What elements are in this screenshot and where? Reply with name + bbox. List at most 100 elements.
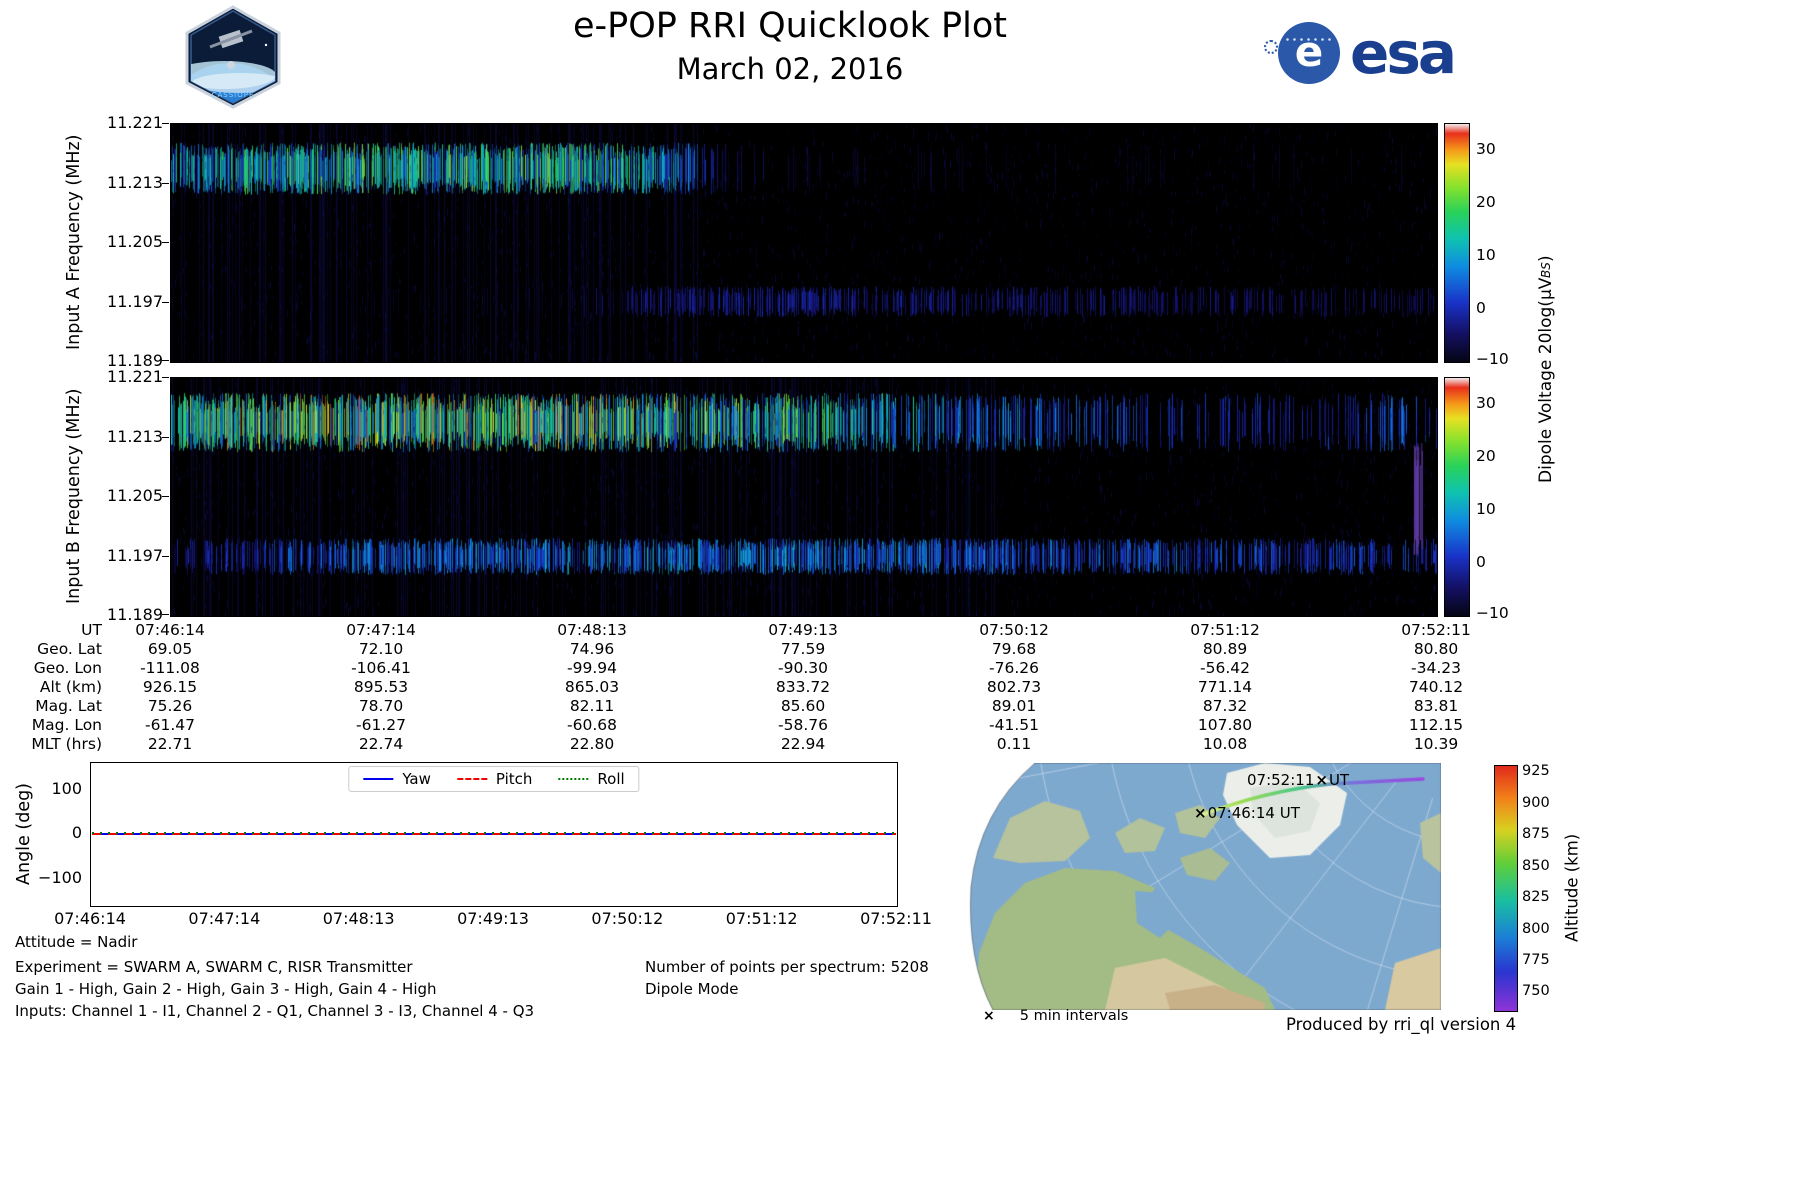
roll-line <box>92 832 896 834</box>
colorbar-tick-label: −10 <box>1476 604 1509 622</box>
ephemeris-value: 895.53 <box>353 678 409 696</box>
esa-emblem-letter: e <box>1294 26 1324 76</box>
colorbar-tick-label: −10 <box>1476 350 1509 368</box>
experiment-annotation: Experiment = SWARM A, SWARM C, RISR Tran… <box>15 958 413 976</box>
angle-xtick-label: 07:51:12 <box>725 909 798 928</box>
ephemeris-row-label: UT <box>81 621 102 639</box>
input-a-spectrogram-canvas <box>170 123 1438 363</box>
input-a-colorbar-ticks: 30 20 10 0 −10 <box>1476 123 1524 368</box>
altitude-tick-label: 900 <box>1522 794 1550 811</box>
altitude-colorbar-label: Altitude (km) <box>1562 833 1582 942</box>
track-start-marker-icon: × <box>1194 804 1207 822</box>
input-b-freq-ticks: 11.221 11.213 11.205 11.197 11.189 <box>95 367 163 624</box>
track-end-label: 07:52:11×UT <box>1247 771 1349 789</box>
ephemeris-value: 80.80 <box>1413 640 1459 658</box>
axis-tick-mark <box>162 182 169 184</box>
input-a-colorbar <box>1444 123 1470 363</box>
altitude-tick-label: 925 <box>1522 763 1550 780</box>
ephemeris-row-label: Alt (km) <box>39 678 102 696</box>
axis-tick-mark <box>162 496 169 497</box>
freq-tick-label: 11.189 <box>107 351 163 370</box>
attitude-angle-plot: Yaw Pitch Roll <box>90 762 898 907</box>
axis-tick-mark <box>162 360 169 361</box>
ephemeris-row-label: Mag. Lon <box>31 716 102 734</box>
esa-logo-text: esa <box>1350 19 1457 87</box>
input-b-spectrogram-canvas <box>170 377 1438 617</box>
colorbar-tick-label: 0 <box>1476 553 1486 571</box>
esa-logo: e esa <box>1264 19 1457 87</box>
ephemeris-value: 75.26 <box>147 697 193 715</box>
ephemeris-column: 07:47:14 72.10 -106.41 895.53 78.70 -61.27 22.… <box>296 621 466 754</box>
ephemeris-value: -76.26 <box>989 659 1039 677</box>
ground-track-map: 07:52:11×UT ×07:46:14 UT <box>965 763 1441 1010</box>
ephemeris-value: 865.03 <box>564 678 620 696</box>
angle-xtick-label: 07:49:13 <box>457 909 529 928</box>
ephemeris-value: 10.08 <box>1202 735 1248 753</box>
ephemeris-value: 771.14 <box>1197 678 1253 696</box>
freq-tick-label: 11.213 <box>107 426 163 446</box>
ephemeris-value: -60.68 <box>567 716 617 734</box>
ephemeris-column: 07:46:14 69.05 -111.08 926.15 75.26 -61.47 22.… <box>85 621 255 754</box>
axis-tick-mark <box>162 301 169 303</box>
angle-plot-legend: Yaw Pitch Roll <box>348 766 640 792</box>
track-end-marker-icon: × <box>1315 771 1328 789</box>
cassiope-patch-text: CASSIOPE <box>212 91 255 99</box>
ephemeris-column: 07:50:12 79.68 -76.26 802.73 89.01 -41.51 0.11 <box>929 621 1099 754</box>
inputs-annotation: Inputs: Channel 1 - I1, Channel 2 - Q1, … <box>15 1002 535 1020</box>
page-title: e-POP RRI Quicklook Plot <box>572 6 1007 46</box>
angle-ytick-label: −100 <box>38 868 82 887</box>
altitude-colorbar <box>1494 765 1518 1012</box>
ephemeris-column: 07:52:11 80.80 -34.23 740.12 83.81 112.15 10.3… <box>1351 621 1521 754</box>
freq-tick-label: 11.221 <box>107 367 163 386</box>
dipole-label-prefix: Dipole Voltage 20log(μV <box>1536 277 1556 483</box>
ephemeris-value: 833.72 <box>775 678 831 696</box>
track-end-time: 07:52:11 <box>1247 771 1315 789</box>
legend-item: Roll <box>558 770 625 788</box>
legend-item: Pitch <box>456 770 532 788</box>
produced-by-footer: Produced by rri_ql version 4 <box>1286 1015 1517 1034</box>
freq-tick-label: 11.189 <box>107 605 163 624</box>
legend-label: Yaw <box>402 770 431 788</box>
dipole-voltage-colorbar-label: Dipole Voltage 20log(μV BS) <box>1534 123 1558 615</box>
ephemeris-value: 07:47:14 <box>346 621 416 639</box>
axis-tick-mark <box>162 123 169 124</box>
ephemeris-value: -58.76 <box>778 716 828 734</box>
ephemeris-value: 87.32 <box>1202 697 1248 715</box>
freq-tick-label: 11.205 <box>107 486 163 505</box>
ephemeris-value: 69.05 <box>147 640 193 658</box>
input-b-spectrogram-panel <box>162 377 1438 617</box>
ephemeris-value: 74.96 <box>569 640 615 658</box>
interval-legend-text: 5 min intervals <box>1019 1008 1129 1024</box>
ephemeris-value: 07:52:11 <box>1401 621 1471 639</box>
angle-xtick-label: 07:47:14 <box>188 909 261 928</box>
axis-tick-mark <box>162 377 169 378</box>
angle-xtick-label: 07:48:13 <box>322 909 395 928</box>
ephemeris-value: 07:46:14 <box>135 621 205 639</box>
ephemeris-value: -34.23 <box>1411 659 1461 677</box>
gains-annotation: Gain 1 - High, Gain 2 - High, Gain 3 - H… <box>15 980 437 998</box>
altitude-colorbar-ticks: 925 900 875 850 825 800 775 750 <box>1522 763 1566 1010</box>
ephemeris-value: -61.27 <box>356 716 406 734</box>
input-b-colorbar <box>1444 377 1470 617</box>
ground-track-map-canvas <box>965 763 1441 1010</box>
ephemeris-value: 78.70 <box>358 697 404 715</box>
colorbar-tick-label: 20 <box>1476 447 1496 465</box>
ephemeris-value: -99.94 <box>567 659 617 677</box>
ephemeris-value: -111.08 <box>140 659 200 677</box>
ephemeris-value: 10.39 <box>1413 735 1459 753</box>
ephemeris-value: 79.68 <box>991 640 1037 658</box>
ephemeris-row-label: Geo. Lat <box>37 640 102 658</box>
axis-tick-mark <box>162 555 169 557</box>
legend-label: Roll <box>597 770 625 788</box>
track-end-ut: UT <box>1328 771 1350 789</box>
altitude-tick-label: 850 <box>1522 857 1550 874</box>
ephemeris-value: -56.42 <box>1200 659 1250 677</box>
ephemeris-column: 07:48:13 74.96 -99.94 865.03 82.11 -60.68 22.8… <box>507 621 677 754</box>
ephemeris-value: 07:49:13 <box>768 621 838 639</box>
angle-xtick-label: 07:52:11 <box>860 909 932 928</box>
colorbar-tick-label: 10 <box>1476 500 1496 518</box>
map-interval-legend: × 5 min intervals <box>982 1008 1128 1024</box>
legend-line-sample <box>558 778 589 780</box>
page-date: March 02, 2016 <box>676 52 904 86</box>
altitude-tick-label: 775 <box>1522 952 1550 968</box>
